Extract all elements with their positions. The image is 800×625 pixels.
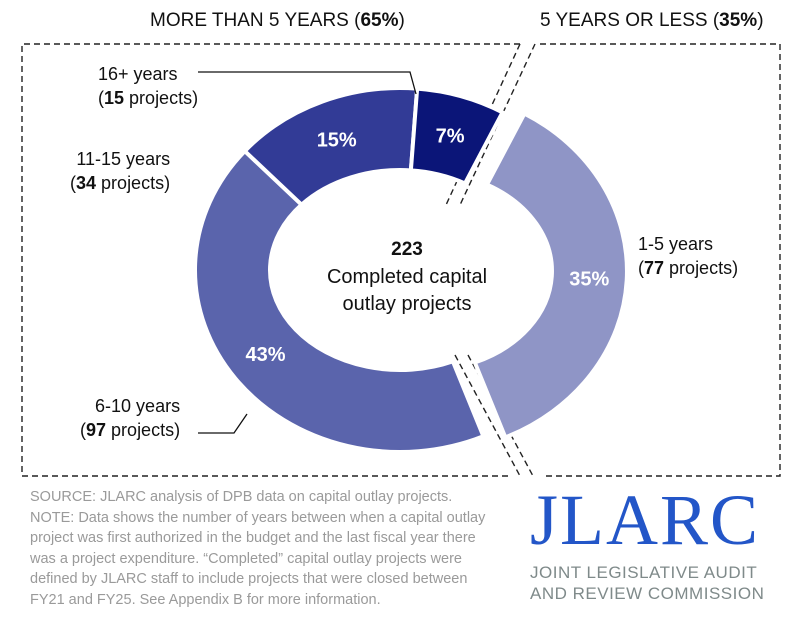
- slice-pct-label: 7%: [436, 125, 465, 147]
- center-total: 223: [391, 239, 423, 260]
- divider-line: [454, 354, 521, 477]
- frame-more-than-5: [21, 43, 520, 477]
- source-note: SOURCE: JLARC analysis of DPB data on ca…: [30, 487, 500, 610]
- slice-pct-label: 43%: [246, 344, 286, 366]
- logo-sub-1: JOINT LEGISLATIVE AUDIT: [530, 563, 758, 582]
- center-label-line2: outlay projects: [343, 293, 472, 315]
- group-header-more-than-5: MORE THAN 5 YEARS (65%): [150, 10, 405, 31]
- slice-pct-label: 35%: [569, 269, 609, 291]
- slice-1-5-years: [472, 110, 629, 441]
- jlarc-logo: JLARC JOINT LEGISLATIVE AUDIT AND REVIEW…: [530, 478, 790, 604]
- logo-sub-2: AND REVIEW COMMISSION: [530, 584, 765, 603]
- leader-line-6-10: [198, 413, 248, 434]
- note-text: NOTE: Data shows the number of years bet…: [30, 509, 486, 608]
- leader-line-16plus: [198, 71, 417, 95]
- label-16plus: 16+ years (15 projects): [98, 64, 199, 108]
- center-label-line1: Completed capital: [327, 266, 487, 288]
- label-1-5: 1-5 years (77 projects): [638, 234, 739, 278]
- frame-5-or-less: [540, 43, 781, 477]
- label-11-15: 11-15 years (34 projects): [70, 149, 171, 193]
- slice-16-years: [408, 86, 506, 186]
- donut-chart: 35% 43% 15% 7% 223 Completed capital outlay…: [21, 43, 781, 477]
- source-text: SOURCE: JLARC analysis of DPB data on ca…: [30, 489, 453, 505]
- slice-6-10-years: [193, 148, 486, 454]
- slice-pct-label: 15%: [317, 129, 357, 151]
- label-6-10: 6-10 years (97 projects): [80, 396, 181, 440]
- group-header-5-or-less: 5 YEARS OR LESS (35%): [540, 10, 764, 31]
- logo-main: JLARC: [530, 480, 761, 560]
